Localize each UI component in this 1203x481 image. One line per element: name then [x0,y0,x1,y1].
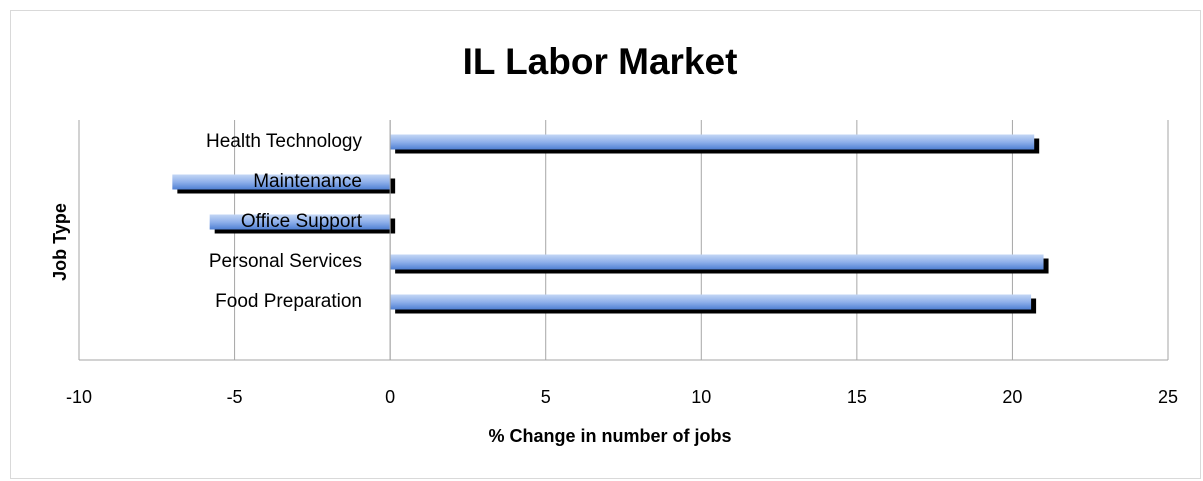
y-tick-label: Personal Services [209,251,362,272]
x-tick-label: 10 [691,387,711,407]
y-tick-label: Food Preparation [215,291,362,312]
y-tick-label: Maintenance [253,171,362,192]
x-tick-label: 5 [541,387,551,407]
bar [209,214,391,230]
x-tick-label: 15 [847,387,867,407]
y-tick-label: Health Technology [206,131,362,152]
bar [390,134,1035,150]
y-axis-title: Job Type [50,203,70,281]
chart-frame [10,10,1201,479]
x-tick-label: 0 [385,387,395,407]
bar [390,254,1044,270]
y-tick-label: Office Support [241,211,363,232]
chart-title: IL Labor Market [463,41,738,82]
x-axis-title: % Change in number of jobs [488,426,731,446]
x-tick-label: 20 [1002,387,1022,407]
x-tick-label: -10 [66,387,92,407]
x-tick-label: -5 [227,387,243,407]
bar [390,294,1032,310]
bar [172,174,391,190]
x-tick-label: 25 [1158,387,1178,407]
